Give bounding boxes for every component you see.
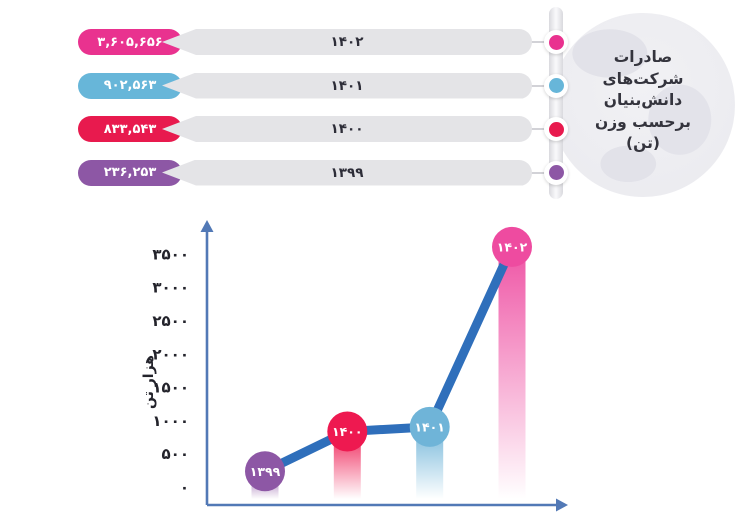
y-tick-label: ۳۵۰۰ (152, 245, 189, 263)
year-bar: ۱۳۹۹ (162, 159, 532, 186)
data-point-label: ۱۴۰۱ (414, 419, 445, 434)
gradient-column (498, 246, 526, 499)
data-point-label: ۱۴۰۲ (497, 239, 528, 254)
y-tick-label: ۲۰۰۰ (152, 345, 189, 363)
year-row-1402: ۳,۶۰۵,۶۵۶ ۱۴۰۲ (0, 29, 735, 55)
line-chart: ۰ ۵۰۰ ۱۰۰۰ ۱۵۰۰ ۲۰۰۰ ۲۵۰۰ ۳۰۰۰ ۳۵۰۰ هزار تن ۱۳۹۹ ۱… (141, 220, 568, 512)
title-line-4: برحسب وزن (595, 112, 691, 131)
year-row-1401: ۹۰۲,۵۶۳ ۱۴۰۱ (0, 72, 735, 99)
y-tick-label: ۱۵۰۰ (152, 379, 189, 397)
data-point-۱۴۰۲ (492, 226, 532, 267)
y-tick-label: ۲۵۰۰ (152, 312, 189, 330)
connector-line (530, 171, 547, 174)
year-row-1400: ۸۳۳,۵۴۳ ۱۴۰۰ (0, 116, 735, 142)
year-bar: ۱۴۰۲ (162, 29, 532, 55)
timeline-dot-color (548, 121, 564, 137)
value-pill: ۸۳۳,۵۴۳ (78, 116, 182, 142)
timeline-dot (544, 117, 568, 141)
timeline-dot-color (548, 34, 564, 50)
title-line-5: (تن) (626, 134, 660, 152)
y-axis-label: هزار تن (141, 355, 157, 409)
trend-line (260, 242, 517, 476)
y-tick-label: ۱۰۰۰ (152, 412, 189, 430)
y-tick-label: ۵۰۰ (162, 445, 189, 463)
timeline-dot-color (548, 165, 564, 180)
y-axis-arrow-icon (200, 220, 214, 232)
data-point-۱۴۰۰ (327, 411, 368, 452)
title-line-1: صادرات (613, 48, 673, 66)
data-point-label: ۱۴۰۰ (332, 424, 363, 439)
timeline-dot (544, 160, 568, 185)
connector-line (530, 84, 547, 87)
year-bar: ۱۴۰۰ (162, 116, 532, 142)
year-row-1399: ۲۳۶,۲۵۳ ۱۳۹۹ (0, 159, 735, 186)
data-point-۱۳۹۹ (245, 451, 285, 492)
chart-title: صادرات شرکت‌های دانش‌بنیان برحسب وزن (تن… (570, 47, 716, 155)
data-point-label: ۱۳۹۹ (250, 464, 281, 479)
timeline-dot (544, 73, 568, 98)
connector-line (530, 128, 547, 130)
title-line-2: شرکت‌های (602, 69, 684, 88)
year-bar: ۱۴۰۱ (162, 72, 532, 99)
y-tick-label: ۰ (180, 479, 189, 497)
data-point-۱۴۰۱ (409, 406, 450, 447)
timeline-dot (544, 30, 568, 54)
timeline-rail (549, 7, 563, 199)
globe-graphic (551, 13, 735, 197)
connector-line (530, 41, 547, 43)
title-line-3: دانش‌بنیان (603, 91, 683, 109)
x-axis-arrow-icon (556, 498, 568, 512)
timeline-dot-color (548, 78, 564, 93)
year-rows: ۳,۶۰۵,۶۵۶ ۱۴۰۲ ۹۰۲,۵۶۳ ۱۴۰۱ ۸۳۳,۵۴۳ ۱۴۰۰… (0, 0, 735, 210)
y-tick-label: ۳۰۰۰ (152, 279, 189, 297)
